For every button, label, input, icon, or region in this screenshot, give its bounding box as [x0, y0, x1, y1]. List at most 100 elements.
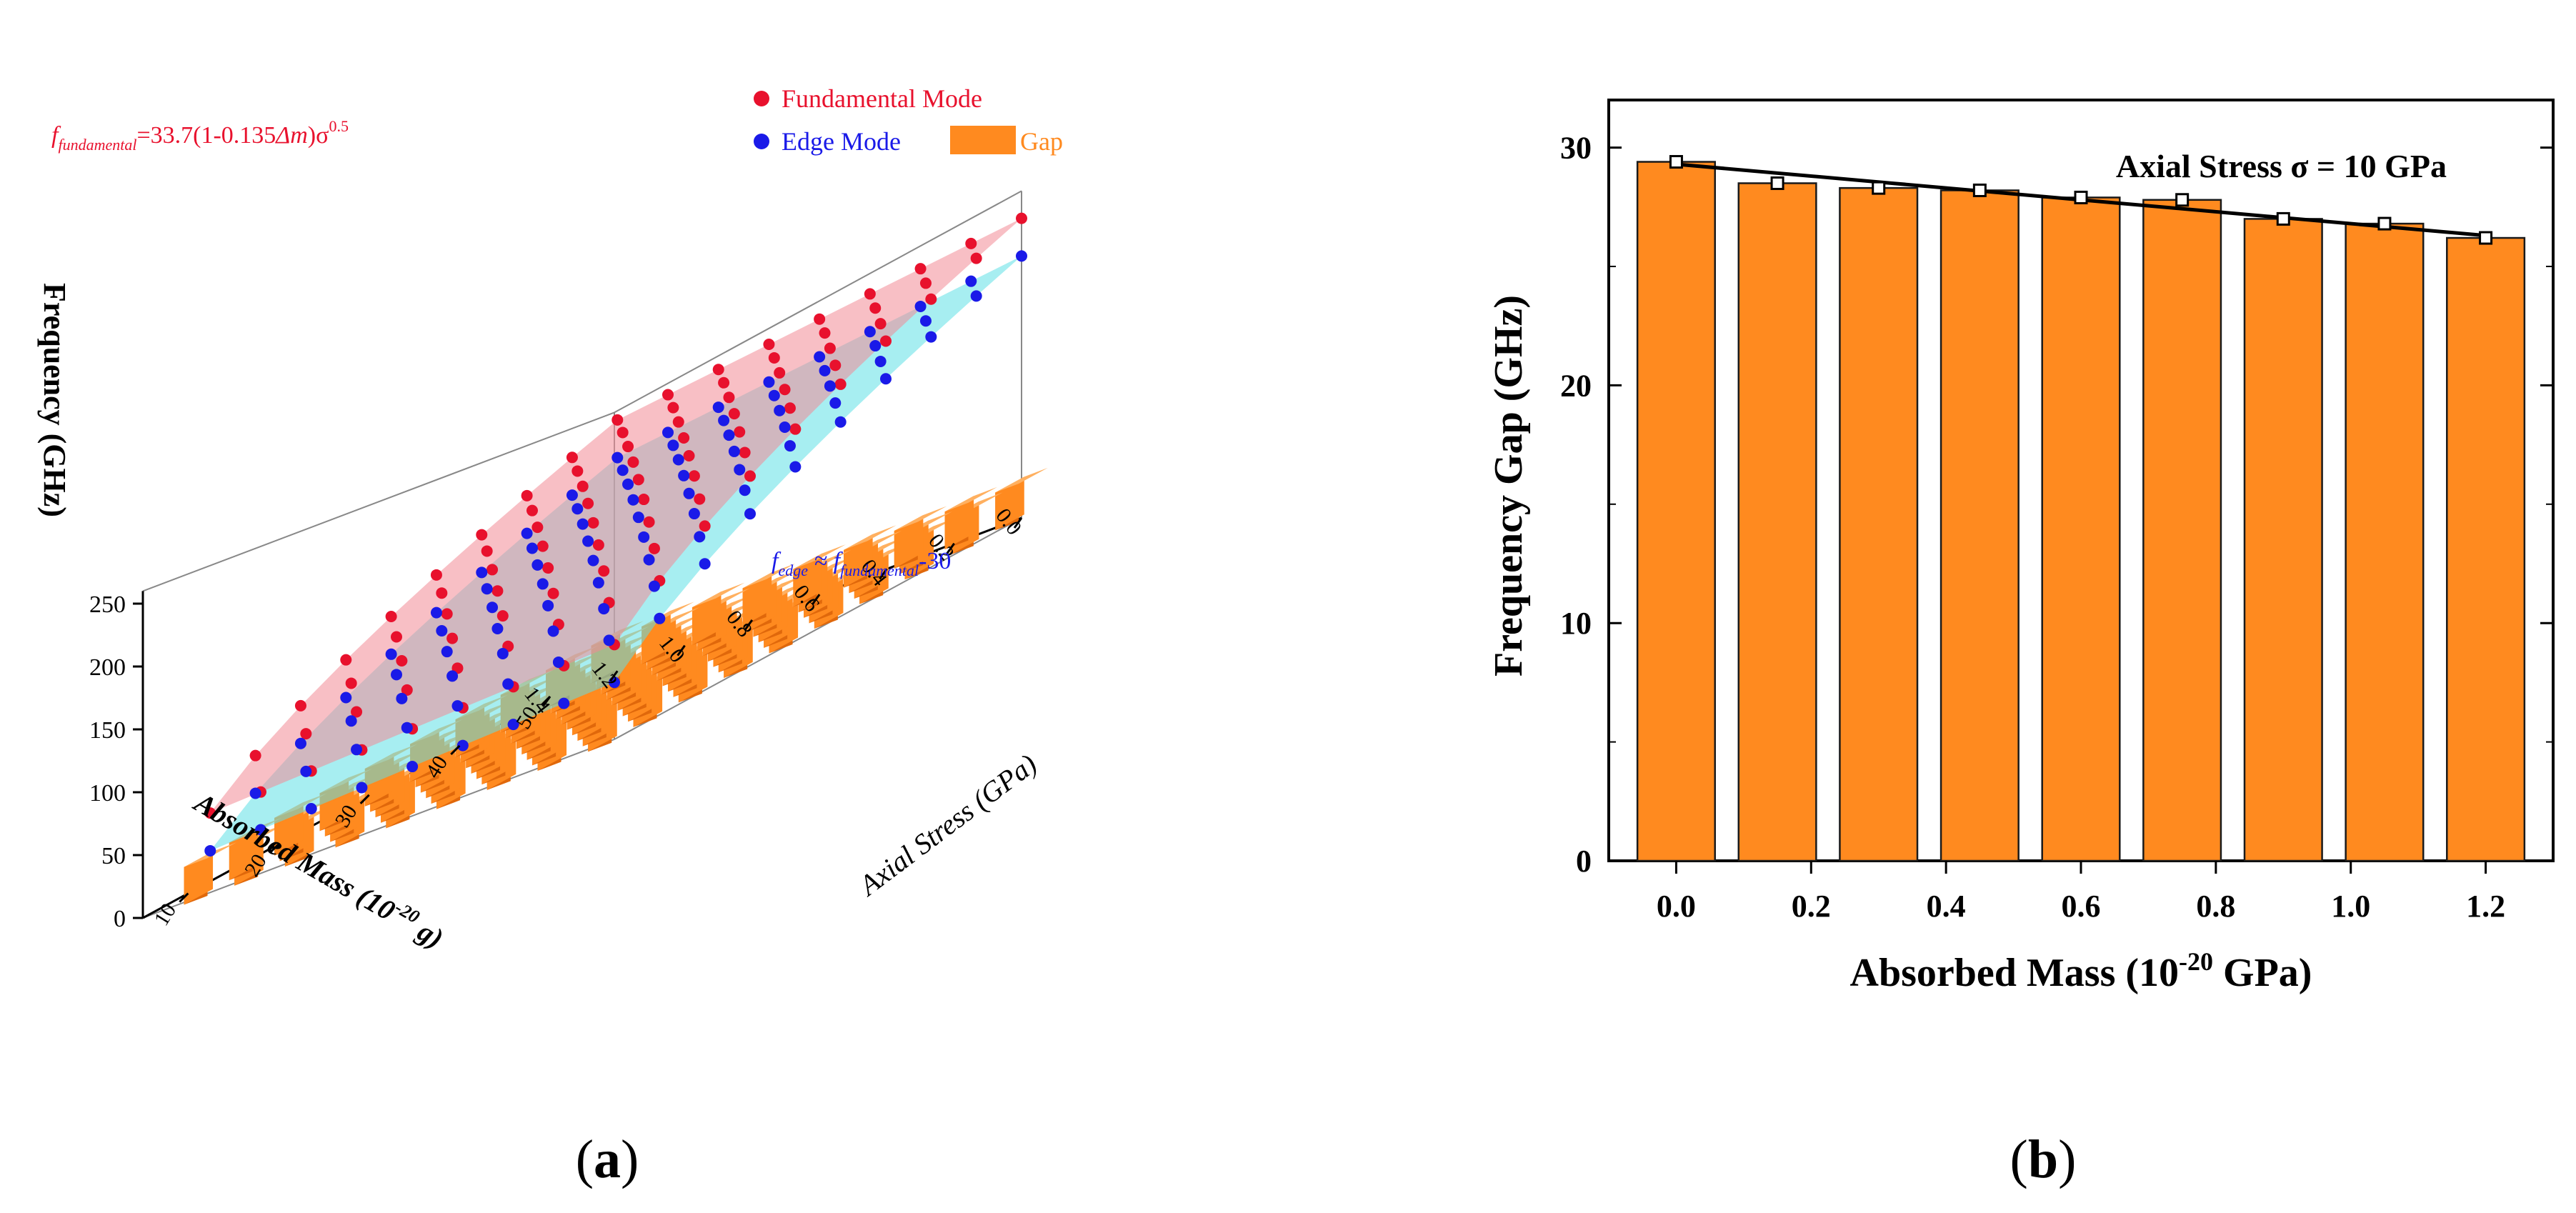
- y-tick-label: 20: [1560, 368, 1592, 403]
- chart-b-bars: [1636, 161, 2526, 862]
- gap-bar: [1940, 189, 2020, 862]
- edge-mode-point: [300, 765, 312, 777]
- gap-bar-front: [793, 553, 822, 607]
- mass-tick-mark: [1013, 517, 1023, 529]
- edge-mode-point: [496, 647, 509, 659]
- edge-mode-point: [699, 558, 711, 570]
- data-marker: [2479, 231, 2493, 245]
- edge-mode-point: [255, 824, 266, 836]
- edge-mode-point: [603, 634, 615, 647]
- edge-mode-point: [542, 599, 554, 612]
- stress-tick-mark: [540, 695, 551, 707]
- z-tick-label: 150: [89, 717, 126, 744]
- edge-mode-point: [340, 692, 352, 704]
- fundamental-mode-point: [1016, 212, 1027, 224]
- chart-a-ylabel: Axial Stress (GPa): [852, 747, 1043, 902]
- gap-bar-front: [229, 827, 259, 881]
- fundamental-mode-point: [712, 364, 724, 376]
- frame-edge: [142, 411, 615, 592]
- mass-tick-mark: [677, 644, 686, 657]
- fundamental-mode-surface: [210, 218, 1022, 814]
- fundamental-mode-point: [834, 378, 847, 390]
- fundamental-mode-point: [880, 335, 892, 347]
- edge-mode-point: [678, 469, 690, 481]
- gap-bar-front: [944, 496, 974, 550]
- fundamental-mode-point: [829, 359, 842, 371]
- legend-fundamental-marker: [754, 91, 769, 106]
- edge-mode-point: [430, 606, 442, 619]
- edge-mode-point: [486, 601, 499, 614]
- edge-mode-point: [345, 715, 357, 727]
- edge-mode-point: [970, 290, 982, 302]
- stress-tick-mark: [269, 843, 280, 854]
- gap-bar-top: [793, 544, 846, 569]
- edge-mode-point: [507, 719, 519, 731]
- fundamental-mode-point: [496, 610, 509, 622]
- fundamental-mode-point: [789, 423, 802, 435]
- edge-mode-point: [1016, 250, 1027, 262]
- fundamental-mode-point: [340, 654, 352, 666]
- gap-bar-top: [692, 582, 745, 608]
- fundamental-mode-point: [204, 807, 216, 819]
- edge-mode-point: [718, 414, 730, 426]
- fundamental-mode-point: [739, 446, 751, 459]
- edge-mode-point: [598, 603, 610, 615]
- gap-bar: [1636, 161, 1716, 862]
- edge-mode-point: [356, 782, 368, 794]
- edge-mode-point: [451, 700, 464, 712]
- gap-bar-top: [944, 486, 998, 512]
- fundamental-mode-point: [351, 706, 363, 718]
- fundamental-mode-point: [300, 728, 312, 740]
- fundamental-mode-point: [723, 391, 735, 404]
- x-tick-label: 1.2: [2466, 889, 2505, 924]
- data-marker: [2074, 190, 2088, 204]
- fundamental-mode-point: [430, 569, 442, 581]
- fundamental-mode-point: [784, 402, 796, 414]
- fundamental-mode-point: [643, 516, 655, 528]
- edge-mode-point: [744, 508, 756, 520]
- fundamental-mode-point: [824, 342, 836, 354]
- edge-mode-point: [874, 355, 887, 367]
- fundamental-mode-point: [970, 252, 982, 264]
- edge-mode-point: [763, 376, 775, 388]
- fundamental-mode-point: [521, 489, 533, 501]
- fundamental-mode-point: [925, 293, 937, 305]
- legend-gap-swatch: [950, 126, 1016, 154]
- edge-mode-point: [662, 426, 674, 439]
- edge-mode-point: [712, 401, 724, 414]
- fundamental-mode-point: [768, 351, 780, 364]
- edge-mode-point: [441, 646, 453, 658]
- chart-a-edge-equation: fedge ≈ ffundamental-30: [772, 548, 951, 579]
- mass-tick-mark: [609, 670, 619, 682]
- fundamental-mode-point: [576, 480, 589, 492]
- stress-tick-label: 10: [149, 899, 181, 930]
- data-marker: [1972, 183, 1987, 197]
- data-marker: [1669, 155, 1683, 169]
- fundamental-mode-point: [476, 529, 488, 541]
- z-tick-label: 0: [114, 906, 126, 932]
- fundamental-mode-point: [491, 585, 504, 597]
- edge-mode-point: [587, 554, 599, 566]
- mass-tick-mark: [744, 619, 754, 631]
- gap-bar-front: [894, 514, 924, 569]
- edge-mode-point: [965, 275, 977, 287]
- legend-edge-marker: [754, 134, 769, 149]
- x-tick-label: 0.2: [1792, 889, 1831, 924]
- y-tick-label: 0: [1576, 844, 1592, 879]
- edge-mode-point: [864, 326, 876, 338]
- chart-b-canvas: 0 10 20 30 0.0 0.2 0.4 0.6 0.8 1.0 1.2 Axial Stre…: [1487, 99, 2555, 1189]
- edge-mode-point: [739, 484, 751, 496]
- edge-mode-point: [632, 511, 644, 524]
- fundamental-mode-point: [744, 470, 756, 482]
- fundamental-mode-point: [566, 451, 578, 464]
- edge-mode-point: [914, 300, 927, 312]
- stress-tick-mark: [179, 892, 189, 903]
- edge-mode-point: [869, 340, 882, 352]
- edge-mode-point: [638, 531, 650, 543]
- chart-b-ylabel: Frequency Gap (GHz): [1487, 295, 1531, 677]
- frame-edge: [614, 517, 1022, 740]
- edge-mode-point: [648, 580, 660, 592]
- edge-mode-point: [768, 389, 780, 401]
- fundamental-mode-point: [396, 655, 408, 667]
- fundamental-mode-point: [648, 542, 660, 554]
